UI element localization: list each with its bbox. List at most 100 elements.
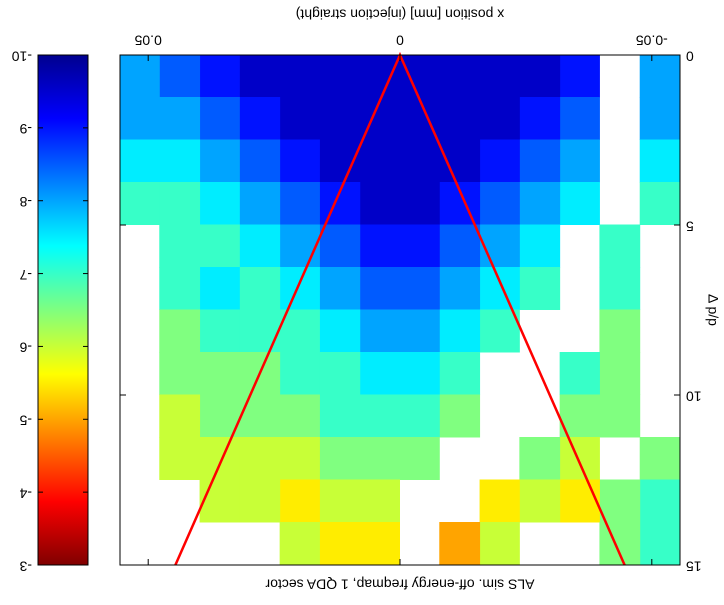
heat-cell [519, 437, 561, 480]
heat-cell [159, 182, 201, 225]
heat-cell [199, 54, 240, 98]
heat-cell [199, 182, 240, 225]
heat-cell [319, 394, 361, 438]
heat-cell [319, 224, 361, 268]
heat-cell [239, 437, 281, 480]
heat-cell [199, 97, 240, 140]
heat-cell [159, 394, 201, 438]
x-tick-label: 0.05 [134, 32, 161, 48]
colorbar-tick-label: -7 [19, 267, 32, 283]
heat-cell [199, 139, 240, 183]
y-tick-label: 10 [686, 388, 702, 404]
heat-cell [399, 139, 440, 183]
heat-cell [359, 182, 400, 225]
heat-cell [599, 352, 641, 395]
chart-title: ALS sim. off-energy freqmap, 1 QDA secto… [265, 576, 534, 592]
heat-cell [519, 224, 561, 268]
heat-cell [239, 479, 281, 523]
heat-cell [519, 267, 561, 310]
heat-cell [439, 54, 481, 98]
heat-cell [639, 437, 680, 480]
heat-cell [479, 139, 520, 183]
heat-cell [279, 352, 320, 395]
heat-cell [599, 224, 641, 268]
x-tick-label: -0.05 [636, 32, 668, 48]
heat-cell [199, 309, 240, 353]
x-tick-label: 0 [396, 32, 404, 48]
heat-cell [319, 479, 361, 523]
heat-cell [479, 479, 520, 523]
heat-cell [519, 97, 561, 140]
heat-cell [599, 522, 641, 565]
heat-cell [239, 309, 281, 353]
heat-cell [239, 394, 281, 438]
colorbar-tick-label: -3 [19, 558, 32, 574]
heat-cell [279, 394, 320, 438]
heat-cell [439, 97, 481, 140]
heat-cell [479, 522, 520, 565]
heat-cell [199, 224, 240, 268]
heat-cell [279, 54, 320, 98]
heat-cell [119, 97, 160, 140]
heat-cell [639, 522, 680, 565]
heat-cell [359, 394, 400, 438]
heat-cell [319, 522, 361, 565]
heat-cell [639, 182, 680, 225]
heat-cell [199, 479, 240, 523]
heat-cell [559, 54, 600, 98]
heat-cell [359, 267, 400, 310]
heat-cell [239, 182, 281, 225]
y-tick-label: 15 [686, 558, 702, 574]
heat-cell [319, 97, 361, 140]
heat-cell [559, 437, 600, 480]
heat-cell [439, 352, 481, 395]
heat-cell [199, 267, 240, 310]
heat-cell [519, 182, 561, 225]
y-tick-label: 5 [686, 218, 694, 234]
heat-cell [399, 54, 440, 98]
heat-cell [639, 479, 680, 523]
heat-cell [239, 139, 281, 183]
heat-cell [639, 97, 680, 140]
heat-cell [559, 182, 600, 225]
heat-cell [159, 352, 201, 395]
heat-cell [159, 224, 201, 268]
heat-cell [159, 139, 201, 183]
heat-cell [559, 352, 600, 395]
colorbar-tick-label: -9 [19, 121, 32, 137]
heat-cell [279, 224, 320, 268]
heat-cell [399, 352, 440, 395]
heat-cell [439, 309, 481, 353]
heat-cell [159, 309, 201, 353]
x-axis-label: x position [mm] (injection straight) [296, 6, 505, 22]
heat-cell [279, 309, 320, 353]
heat-cell [199, 437, 240, 480]
rotated-figure: ALS sim. off-energy freqmap, 1 QDA secto… [12, 6, 722, 592]
heat-cell [599, 309, 641, 353]
heat-cell [599, 394, 641, 438]
heat-cell [319, 267, 361, 310]
heat-cell [479, 309, 520, 353]
heat-cell [479, 224, 520, 268]
heat-cell [399, 309, 440, 353]
heat-cell [319, 182, 361, 225]
heat-cell [319, 309, 361, 353]
heat-cell [319, 352, 361, 395]
heat-cell [399, 437, 440, 480]
heat-cell [199, 394, 240, 438]
heat-cell [399, 394, 440, 438]
heat-cell [319, 54, 361, 98]
heat-cell [359, 224, 400, 268]
heat-cell [359, 309, 400, 353]
heat-cell [359, 479, 400, 523]
heat-cell [439, 522, 481, 565]
heat-cell [399, 182, 440, 225]
heat-cell [519, 479, 561, 523]
heat-cell [439, 224, 481, 268]
heat-cell [359, 54, 400, 98]
heat-cell [439, 394, 481, 438]
heat-cell [119, 54, 160, 98]
heat-cell [319, 437, 361, 480]
heat-cell [639, 54, 680, 98]
